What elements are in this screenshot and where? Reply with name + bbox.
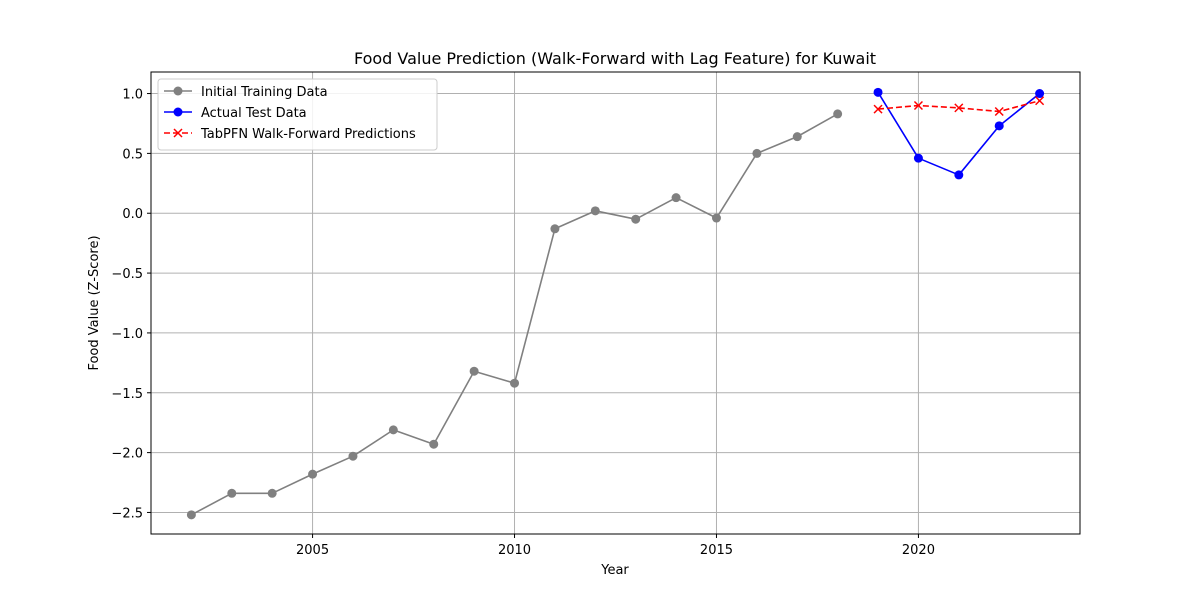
series-0 — [186, 109, 843, 520]
x-axis: 2005 2010 2015 2020 — [296, 534, 935, 558]
data-point — [913, 100, 923, 111]
series-layer — [186, 87, 1045, 520]
data-point — [348, 451, 358, 461]
legend-label: Initial Training Data — [201, 85, 328, 100]
legend-marker — [173, 86, 183, 96]
data-point — [994, 106, 1004, 117]
data-point — [994, 121, 1004, 131]
legend-label: TabPFN Walk-Forward Predictions — [200, 127, 416, 142]
legend-item: TabPFN Walk-Forward Predictions — [164, 127, 416, 142]
legend-item: Initial Training Data — [164, 85, 328, 100]
data-point — [590, 206, 600, 216]
y-tick-label: 1.0 — [122, 88, 143, 103]
x-tick-label: 2010 — [498, 543, 531, 558]
x-axis-label: Year — [600, 563, 629, 578]
data-point — [833, 109, 843, 119]
data-point — [267, 488, 277, 498]
x-tick-label: 2005 — [296, 543, 329, 558]
data-point — [1035, 96, 1045, 106]
y-axis-label: Food Value (Z-Score) — [87, 235, 102, 370]
plot-frame — [150, 71, 1081, 535]
y-tick-label: −2.0 — [111, 447, 143, 462]
data-point — [873, 87, 883, 97]
data-point — [186, 510, 196, 520]
data-point — [510, 378, 520, 388]
data-point — [550, 224, 560, 234]
data-point — [913, 153, 923, 163]
data-point — [671, 193, 681, 203]
data-point — [792, 132, 802, 142]
data-point — [954, 170, 964, 180]
y-axis: 1.0 0.5 0.0 −0.5 −1.0 −1.5 −2.0 −2.5 — [111, 88, 151, 521]
data-point — [954, 103, 964, 113]
y-tick-label: 0.5 — [122, 147, 143, 162]
data-point — [308, 469, 318, 479]
y-tick-label: −1.5 — [111, 387, 143, 402]
grid — [151, 72, 1080, 534]
plot-area — [150, 71, 1081, 535]
legend-marker — [173, 107, 183, 117]
data-point — [711, 213, 721, 223]
data-point — [429, 439, 439, 449]
data-point — [873, 104, 883, 114]
x-tick-label: 2015 — [700, 543, 733, 558]
y-tick-label: −0.5 — [111, 267, 143, 282]
series-2 — [873, 96, 1045, 117]
y-tick-label: −1.0 — [111, 327, 143, 342]
x-tick-label: 2020 — [902, 543, 935, 558]
data-point — [631, 214, 641, 224]
data-point — [388, 425, 398, 435]
legend-marker — [173, 128, 183, 138]
legend-label: Actual Test Data — [201, 106, 307, 121]
legend-box — [157, 78, 438, 151]
data-point — [469, 366, 479, 376]
legend: Initial Training Data Actual Test Data Tab… — [157, 78, 438, 151]
y-tick-label: 0.0 — [122, 207, 143, 222]
chart-title: Food Value Prediction (Walk-Forward with… — [354, 49, 876, 68]
data-point — [227, 488, 237, 498]
y-tick-label: −2.5 — [111, 506, 143, 521]
data-point — [752, 148, 762, 158]
data-point — [1035, 89, 1045, 99]
legend-item: Actual Test Data — [164, 106, 307, 121]
series-1 — [873, 87, 1045, 180]
